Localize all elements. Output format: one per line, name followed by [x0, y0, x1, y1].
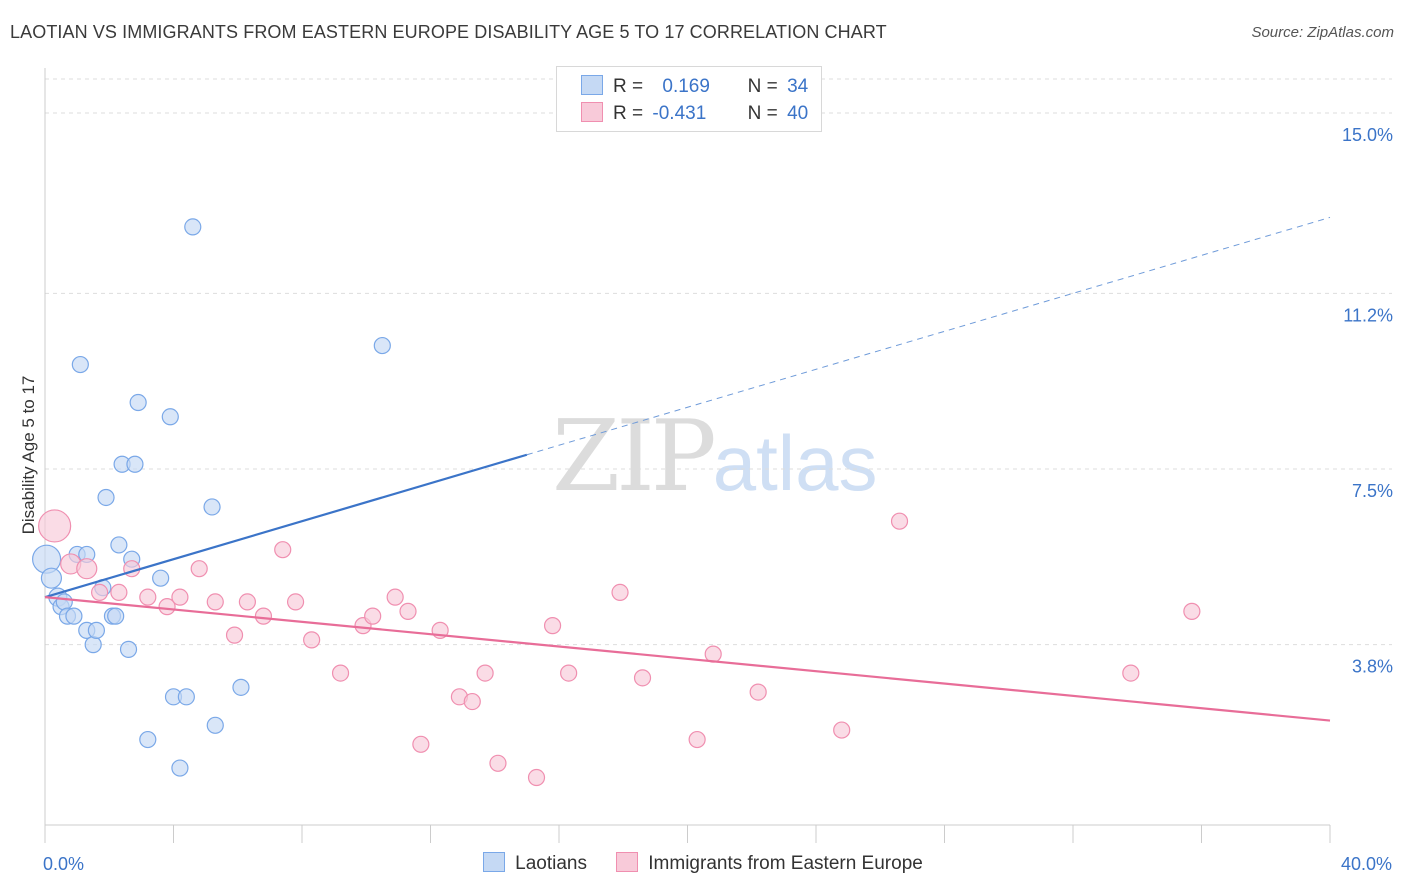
- legend-r-value: -0.431: [652, 103, 707, 124]
- eastern-europe-point: [833, 721, 851, 739]
- eastern-europe-point: [110, 583, 128, 602]
- laotians-point: [161, 408, 179, 426]
- laotians-point: [203, 498, 221, 516]
- eastern-europe-point: [688, 730, 706, 749]
- eastern-europe-point: [611, 583, 629, 602]
- laotians-point: [55, 593, 73, 611]
- laotians-point: [171, 759, 189, 777]
- eastern-europe-point: [412, 735, 430, 753]
- y-tick-label: 11.2%: [1343, 305, 1393, 325]
- eastern-europe-point: [560, 664, 578, 682]
- legend-n-label: N =: [747, 103, 778, 124]
- laotians-point: [97, 488, 115, 507]
- laotians-point: [71, 355, 89, 374]
- series-legend: Laotians Immigrants from Eastern Europe: [0, 852, 1406, 875]
- series-swatch-eastern-europe: [616, 852, 639, 872]
- eastern-europe-point: [91, 583, 109, 602]
- eastern-europe-point: [238, 593, 256, 611]
- laotians-trendline: [44, 453, 528, 599]
- eastern-europe-point: [1122, 664, 1140, 682]
- laotians-point: [84, 636, 102, 654]
- series-legend-laotians: Laotians: [483, 852, 587, 875]
- eastern-europe-point: [139, 588, 157, 606]
- laotians-point: [206, 716, 224, 734]
- legend-r-label: R =: [613, 103, 644, 124]
- eastern-europe-point: [225, 626, 244, 644]
- eastern-europe-point: [476, 664, 494, 682]
- x-tick-label: 0.0%: [43, 854, 84, 874]
- series-label-laotians: Laotians: [515, 853, 587, 874]
- y-axis-label: Disability Age 5 to 17: [19, 376, 38, 535]
- laotians-point: [119, 640, 138, 658]
- legend-row-eastern-europe: R = -0.431 N = 40: [581, 102, 808, 126]
- eastern-europe-point: [399, 602, 417, 620]
- y-tick-label: 7.5%: [1352, 481, 1393, 501]
- laotians-point: [107, 607, 125, 625]
- legend-swatch-eastern-europe: [581, 102, 603, 122]
- y-tick-label: 15.0%: [1342, 125, 1393, 145]
- watermark: ZIPatlas: [552, 400, 878, 514]
- eastern-europe-point: [274, 541, 292, 559]
- legend-n-value: 34: [787, 76, 809, 97]
- laotians-point: [87, 621, 106, 639]
- watermark-zip: ZIP: [552, 400, 717, 514]
- x-tick-label: 40.0%: [1341, 854, 1392, 874]
- laotians-point: [184, 218, 202, 236]
- legend-r-value: 0.169: [662, 76, 710, 97]
- legend-n-label: N =: [747, 76, 778, 97]
- eastern-europe-point: [364, 607, 382, 625]
- laotians-point: [177, 688, 195, 706]
- laotians-point: [126, 455, 144, 473]
- eastern-europe-point: [633, 669, 652, 687]
- eastern-europe-point: [76, 558, 98, 580]
- series-legend-eastern-europe: Immigrants from Eastern Europe: [616, 852, 923, 875]
- legend-r-label: R =: [613, 76, 644, 97]
- laotians-point: [232, 678, 250, 696]
- chart-title: LAOTIAN VS IMMIGRANTS FROM EASTERN EUROP…: [10, 22, 887, 42]
- eastern-europe-point: [286, 593, 305, 611]
- laotians-point: [373, 336, 391, 355]
- laotians-point: [65, 607, 83, 625]
- eastern-europe-point: [543, 617, 562, 635]
- eastern-europe-point: [254, 607, 273, 625]
- eastern-europe-point: [331, 664, 350, 682]
- source-label: Source: ZipAtlas.com: [1251, 24, 1394, 41]
- eastern-europe-point: [463, 692, 481, 711]
- correlation-legend: R = 0.169 N = 34 R = -0.431 N = 40: [556, 66, 822, 132]
- eastern-europe-point: [489, 754, 507, 772]
- y-tick-label: 3.8%: [1352, 657, 1393, 677]
- laotians-point: [139, 730, 157, 749]
- legend-row-laotians: R = 0.169 N = 34: [581, 75, 808, 99]
- legend-swatch-laotians: [581, 75, 603, 95]
- laotians-point: [129, 393, 147, 412]
- eastern-europe-point: [1183, 602, 1201, 620]
- watermark-atlas: atlas: [712, 419, 878, 507]
- series-swatch-laotians: [483, 852, 506, 872]
- eastern-europe-trendline: [44, 596, 1331, 722]
- eastern-europe-point: [749, 683, 767, 701]
- eastern-europe-point: [38, 509, 72, 543]
- eastern-europe-point: [158, 598, 176, 616]
- laotians-point: [152, 569, 170, 587]
- legend-n-value: 40: [787, 103, 809, 124]
- eastern-europe-point: [303, 631, 321, 649]
- eastern-europe-point: [386, 588, 404, 606]
- laotians-trendline-extension: [526, 216, 1331, 456]
- laotians-point: [40, 567, 63, 589]
- laotians-point: [110, 536, 128, 554]
- eastern-europe-point: [890, 512, 909, 530]
- eastern-europe-point: [527, 768, 546, 787]
- eastern-europe-point: [190, 560, 208, 578]
- eastern-europe-point: [206, 593, 224, 611]
- series-label-eastern-europe: Immigrants from Eastern Europe: [648, 853, 923, 874]
- eastern-europe-point: [171, 588, 189, 606]
